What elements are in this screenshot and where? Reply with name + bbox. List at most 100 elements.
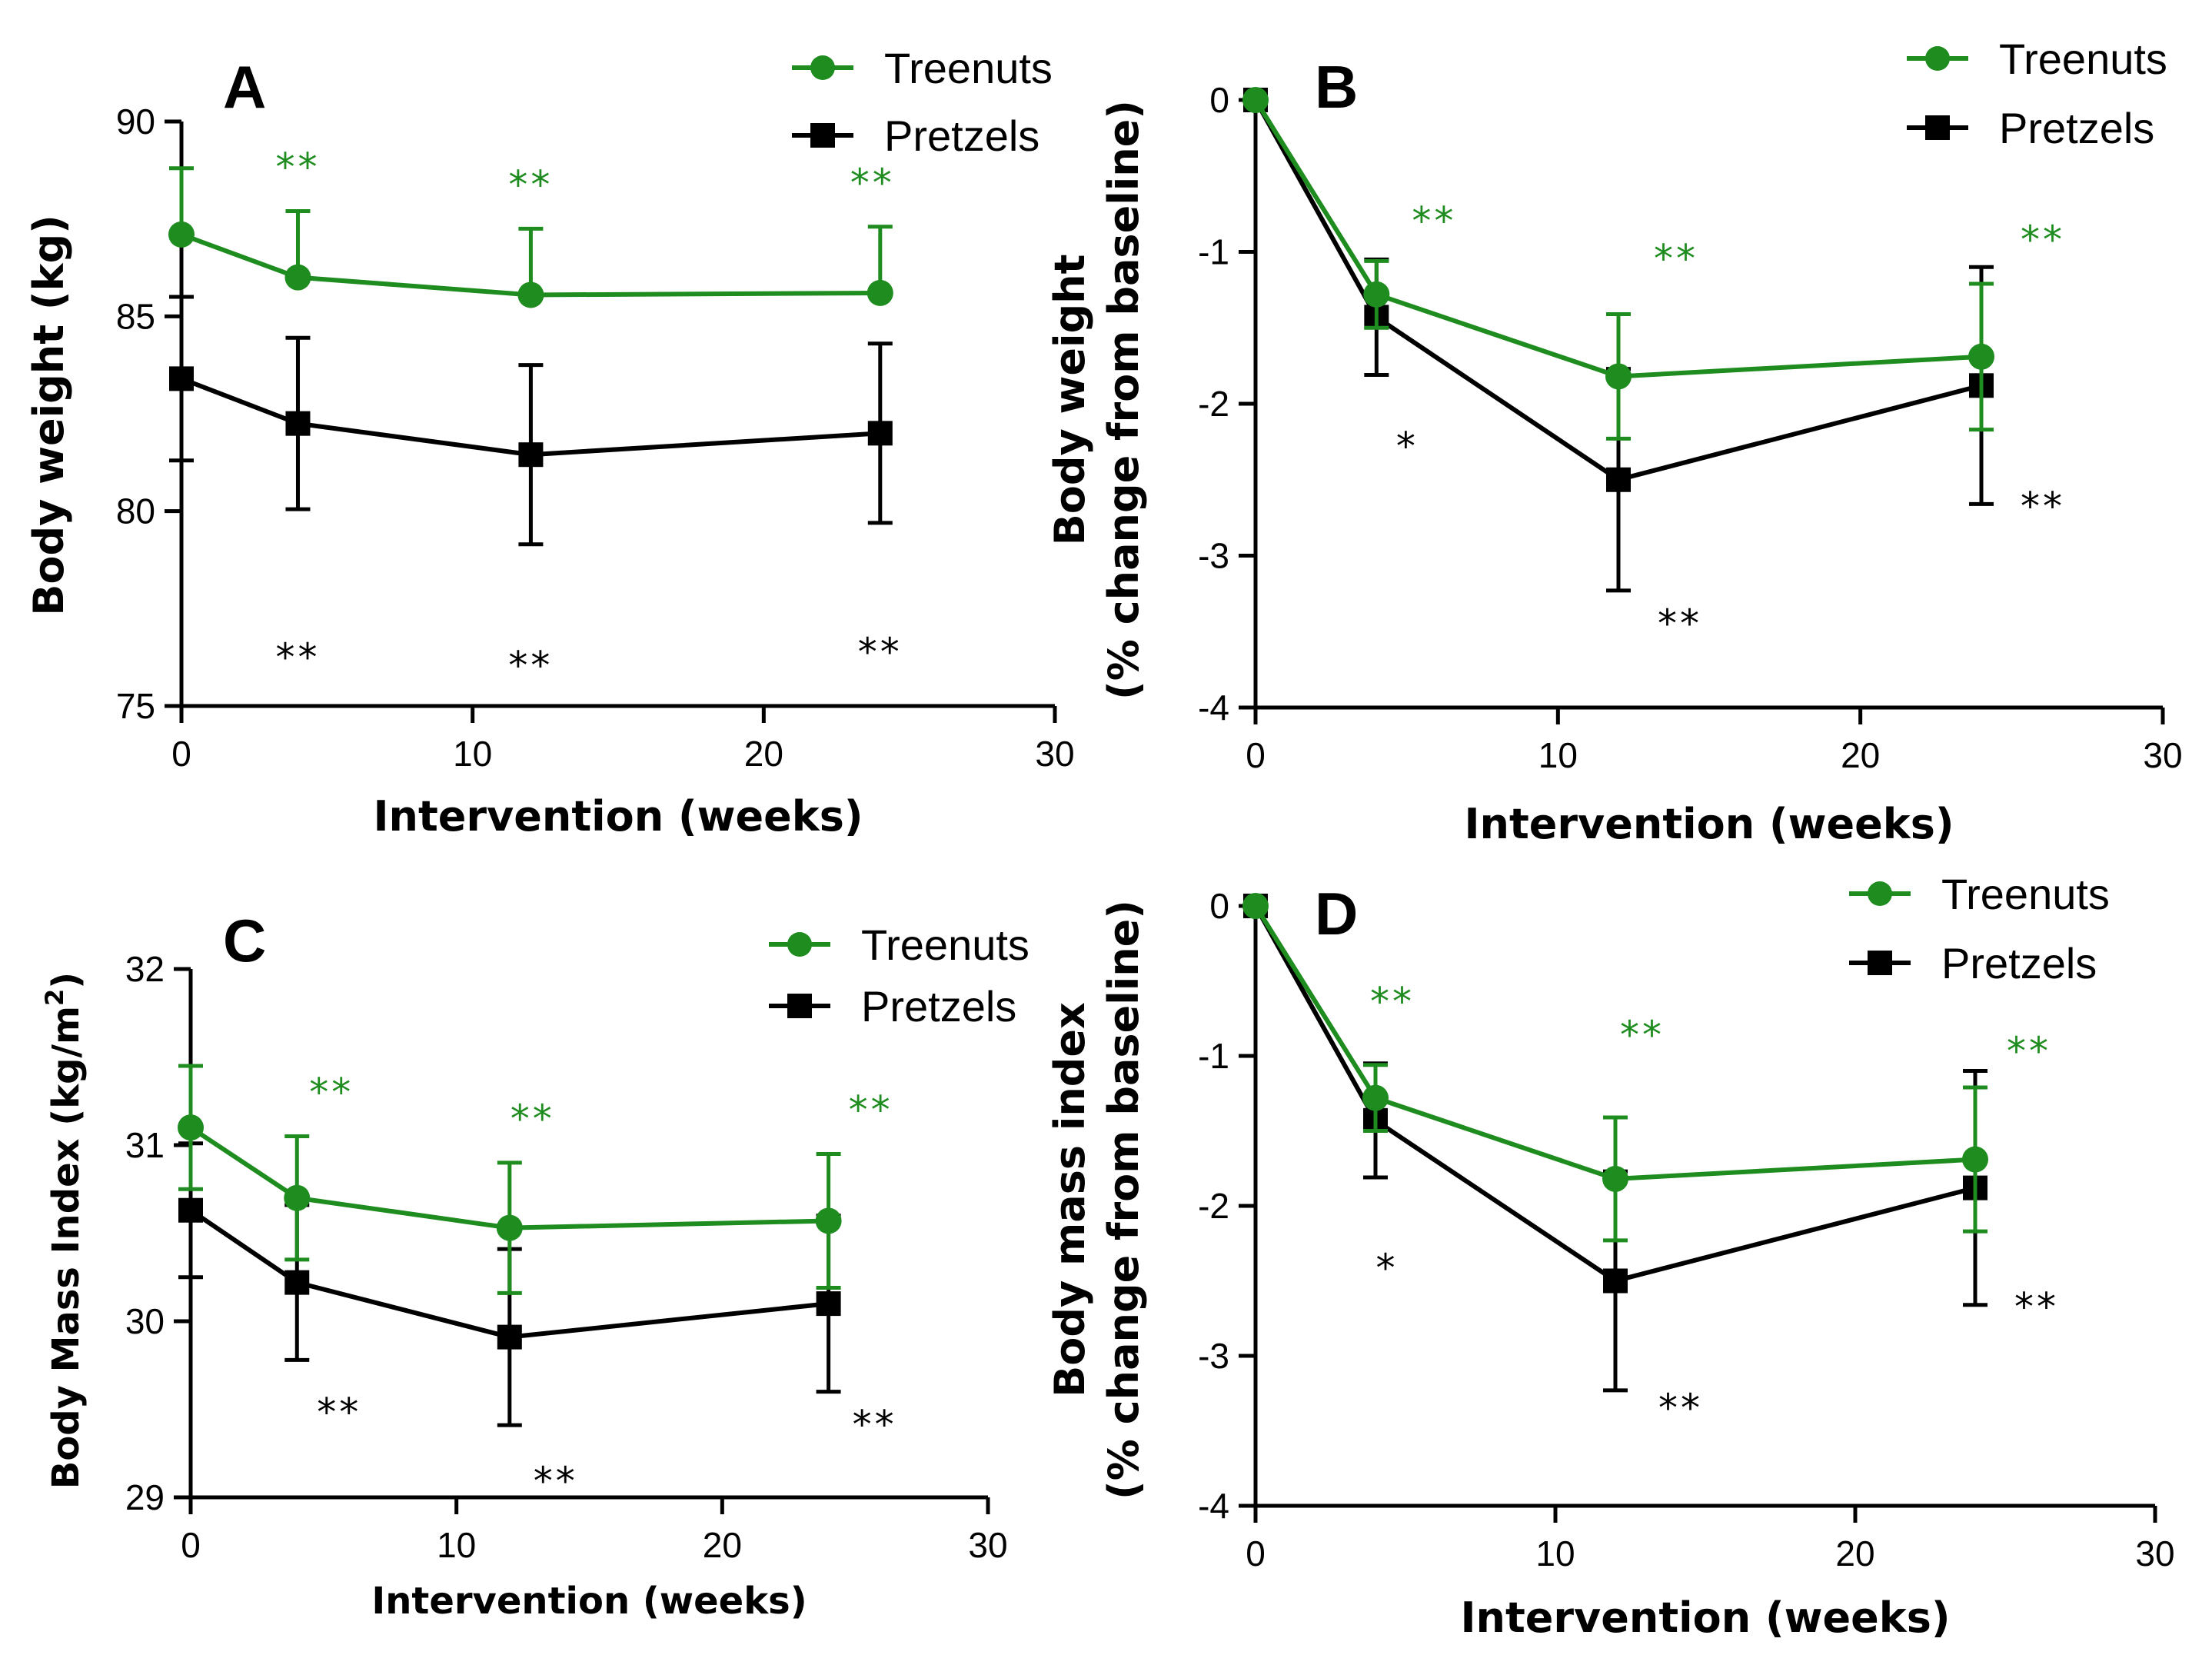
series-line [180, 232, 880, 298]
data-point-circle [178, 1114, 204, 1141]
significance-label: ** [853, 1403, 897, 1447]
legend-marker-circle [1868, 881, 1892, 906]
legend-label: Treenuts [1999, 35, 2167, 83]
series-treenuts: ** ** ** [1242, 893, 2051, 1243]
y-axis-title-line2: (% change from baseline) [1099, 100, 1148, 700]
y-tick-label: 0 [1209, 80, 1229, 120]
significance-label: * [1376, 1246, 1399, 1290]
data-point-circle [1968, 343, 1994, 370]
y-axis-title: Body weight (kg) [25, 215, 73, 616]
legend-label: Treenuts [1941, 870, 2110, 918]
x-tick-label: 30 [968, 1525, 1007, 1565]
x-tick-label: 20 [1835, 1533, 1874, 1573]
legend-marker-circle [787, 932, 812, 957]
data-point-circle [517, 281, 544, 308]
x-tick-label: 20 [703, 1525, 742, 1565]
legend-marker-square [1925, 115, 1950, 140]
y-tick-label: 75 [116, 686, 155, 726]
y-tick-label: -3 [1198, 536, 1229, 576]
legend-marker-square [1868, 951, 1892, 975]
panel-letter: D [1315, 880, 1358, 947]
legend-marker-square [810, 123, 835, 148]
series-pretzels: ***** [1243, 88, 2065, 646]
y-tick-label: 30 [125, 1301, 165, 1341]
x-tick-label: 10 [1535, 1533, 1575, 1573]
y-axis-title-end: ) [45, 972, 88, 989]
x-tick-label: 10 [1538, 735, 1578, 775]
y-axis-title-text: Body Mass Index (kg/m [45, 1006, 88, 1489]
y-axis-title-text: Body mass index [1046, 1002, 1094, 1397]
x-tick-label: 20 [1841, 735, 1880, 775]
y-axis-title: Body mass index [1046, 1002, 1094, 1397]
chart-panel-a: 75 80 85 90 0 10 20 30 Intervention (weeks) Body … [25, 44, 1075, 841]
significance-label: ** [1658, 601, 1702, 646]
y-tick-label: -4 [1198, 688, 1229, 728]
significance-label: ** [275, 635, 320, 680]
y-axis-title-line2: (% change from baseline) [1099, 900, 1148, 1500]
y-tick-label: -3 [1198, 1336, 1229, 1376]
y-tick-label: 31 [125, 1125, 165, 1165]
significance-label: ** [2007, 1029, 2051, 1074]
data-point-square [284, 1270, 310, 1295]
y-axis-title-text: Body weight [1046, 255, 1094, 546]
significance-label: ** [508, 644, 553, 688]
y-tick-label: 29 [125, 1477, 165, 1517]
y-axis-title: Body weight [1046, 255, 1094, 546]
legend-label: Treenuts [861, 921, 1029, 969]
data-point-circle [1242, 87, 1269, 113]
y-axis-title-superscript: 2 [40, 989, 69, 1006]
x-axis-title: Intervention (weeks) [1464, 800, 1954, 848]
significance-label: ** [1620, 1013, 1665, 1057]
series-line [1253, 98, 1982, 482]
y-tick-label: -4 [1198, 1486, 1229, 1526]
data-point-circle [1363, 281, 1390, 308]
significance-label: * [1396, 424, 1419, 468]
chart-panel-d: -4 -3 -2 -1 0 0 10 20 30 Intervention (weeks) Body… [1046, 870, 2175, 1642]
x-tick-label: 0 [181, 1525, 201, 1565]
legend-label: Pretzels [884, 112, 1039, 160]
significance-label: ** [1412, 198, 1456, 243]
x-axis-title: Intervention (weeks) [371, 1580, 807, 1623]
data-point-circle [815, 1207, 842, 1234]
legend-marker-square [787, 994, 812, 1018]
legend-label: Pretzels [1999, 104, 2154, 152]
data-point-square [816, 1291, 841, 1317]
data-point-square [169, 366, 194, 391]
series-pretzels: ** ** ** [169, 295, 903, 688]
data-point-square [497, 1324, 522, 1350]
y-tick-label: 90 [116, 102, 155, 142]
significance-label: ** [317, 1390, 361, 1434]
data-point-square [285, 411, 311, 436]
y-tick-label: 85 [116, 296, 155, 336]
significance-label: ** [2021, 484, 2065, 528]
y-tick-label: 0 [1209, 886, 1229, 926]
data-point-square [1606, 467, 1631, 492]
legend-label: Pretzels [1941, 939, 2097, 987]
x-axis-title: Intervention (weeks) [1460, 1593, 1950, 1642]
significance-label: ** [858, 630, 903, 674]
panel-letter: A [223, 53, 266, 121]
significance-label: ** [850, 161, 895, 205]
x-tick-label: 0 [1246, 1533, 1266, 1573]
data-point-circle [496, 1214, 523, 1241]
significance-label: ** [534, 1459, 578, 1503]
data-point-circle [168, 221, 195, 248]
y-tick-label: -2 [1198, 1186, 1229, 1226]
y-tick-label: 32 [125, 949, 165, 989]
significance-label: ** [849, 1087, 893, 1132]
series-treenuts: ** ** ** [168, 145, 895, 308]
chart-panel-c: 29 30 31 32 0 10 20 30 Intervention (weeks) Body … [40, 907, 1029, 1623]
data-point-circle [284, 1184, 311, 1211]
significance-label: ** [2014, 1285, 2059, 1330]
data-point-circle [1242, 893, 1269, 919]
data-point-circle [867, 279, 893, 306]
x-tick-label: 10 [437, 1525, 476, 1565]
data-point-circle [1602, 1165, 1628, 1192]
data-point-square [1603, 1268, 1628, 1294]
y-axis-title-text: Body weight (kg) [25, 215, 73, 616]
legend-label: Pretzels [861, 982, 1016, 1031]
x-tick-label: 10 [453, 734, 492, 774]
series-line [1253, 98, 1982, 379]
significance-label: ** [1654, 236, 1698, 281]
